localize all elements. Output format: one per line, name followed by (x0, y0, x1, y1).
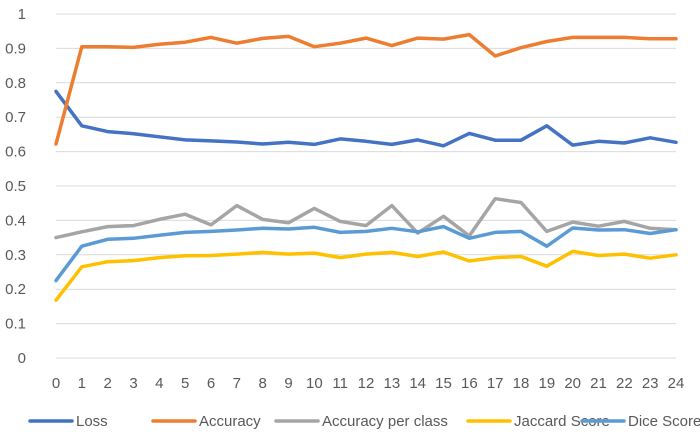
legend: Loss Accuracy Accuracy per class Jaccard Sc… (28, 413, 700, 430)
y-tick-label: 0.7 (5, 109, 26, 126)
x-tick-label: 21 (590, 375, 607, 392)
x-tick-label: 12 (358, 375, 375, 392)
x-tick-label: 8 (258, 375, 266, 392)
y-tick-label: 0.8 (5, 75, 26, 92)
series-lines (54, 32, 678, 302)
legend-label-loss: Loss (76, 413, 108, 430)
y-tick-label: 1 (18, 6, 26, 23)
x-tick-label: 0 (52, 375, 60, 392)
series-line-jaccard-score (54, 249, 678, 302)
x-tick-label: 5 (181, 375, 189, 392)
y-tick-label: 0.2 (5, 281, 26, 298)
x-tick-label: 9 (284, 375, 292, 392)
y-tick-label: 0.9 (5, 40, 26, 57)
x-tick-label: 17 (487, 375, 504, 392)
y-tick-label: 0.4 (5, 212, 26, 229)
x-tick-label: 10 (306, 375, 323, 392)
x-axis-tick-labels: 0 1 2 3 4 5 6 7 8 9 10 11 12 13 14 15 16 17 18 19 20 21 22 23 24 (52, 375, 685, 392)
gridlines (56, 13, 676, 359)
x-tick-label: 24 (668, 375, 685, 392)
y-tick-label: 0.6 (5, 144, 26, 161)
x-tick-label: 6 (207, 375, 215, 392)
legend-label-accuracy: Accuracy (199, 413, 261, 430)
x-tick-label: 15 (435, 375, 452, 392)
series-line-accuracy (54, 32, 678, 146)
x-tick-label: 16 (461, 375, 478, 392)
y-tick-label: 0.3 (5, 247, 26, 264)
y-tick-label: 0.5 (5, 178, 26, 195)
y-tick-label: 0 (18, 350, 26, 367)
x-tick-label: 20 (564, 375, 581, 392)
series-line-accuracy-per-class (54, 196, 678, 240)
legend-label-dice-score: Dice Score (628, 413, 700, 430)
x-tick-label: 14 (409, 375, 426, 392)
x-tick-label: 3 (129, 375, 137, 392)
x-tick-label: 1 (78, 375, 86, 392)
legend-label-jaccard-score: Jaccard Score (514, 413, 610, 430)
y-axis-tick-labels: 0 0.1 0.2 0.3 0.4 0.5 0.6 0.7 0.8 0.9 1 (5, 6, 26, 367)
x-tick-label: 18 (513, 375, 530, 392)
x-tick-label: 19 (538, 375, 555, 392)
y-tick-label: 0.1 (5, 316, 26, 333)
x-tick-label: 4 (155, 375, 163, 392)
x-tick-label: 11 (332, 375, 348, 392)
x-tick-label: 23 (642, 375, 659, 392)
series-line-loss (54, 89, 678, 148)
series-line-dice-score (54, 224, 678, 283)
legend-label-accuracy-per-class: Accuracy per class (322, 413, 448, 430)
x-tick-label: 7 (233, 375, 241, 392)
x-tick-label: 13 (383, 375, 400, 392)
x-tick-label: 2 (103, 375, 111, 392)
x-tick-label: 22 (616, 375, 633, 392)
